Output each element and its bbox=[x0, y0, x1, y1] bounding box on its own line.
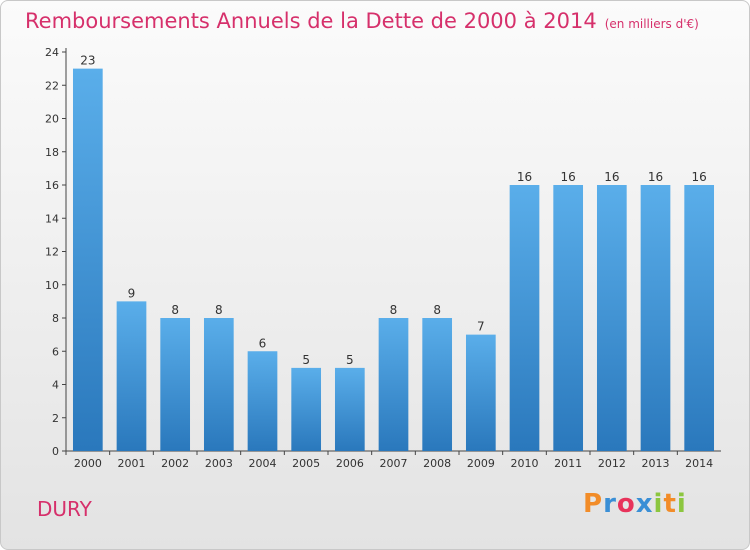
bar-2010 bbox=[509, 185, 540, 451]
proxiti-logo: Proxiti bbox=[583, 489, 687, 519]
brand-letter: i bbox=[653, 489, 664, 519]
bar-2002 bbox=[160, 318, 191, 451]
value-label-2013: 16 bbox=[648, 170, 663, 184]
value-label-2010: 16 bbox=[517, 170, 532, 184]
bar-2008 bbox=[422, 318, 453, 451]
bar-2007 bbox=[378, 318, 409, 451]
y-tick-label: 4 bbox=[52, 379, 59, 392]
bar-2006 bbox=[334, 367, 365, 451]
bar-2000 bbox=[72, 68, 103, 451]
x-tick-label-2005: 2005 bbox=[292, 457, 320, 470]
value-label-2000: 23 bbox=[80, 54, 95, 68]
x-tick-label-2000: 2000 bbox=[74, 457, 102, 470]
y-tick-label: 20 bbox=[45, 113, 59, 126]
y-tick-label: 8 bbox=[52, 312, 59, 325]
y-tick-label: 24 bbox=[45, 46, 59, 59]
value-label-2002: 8 bbox=[171, 303, 179, 317]
x-tick-label-2002: 2002 bbox=[161, 457, 189, 470]
bar-2004 bbox=[247, 351, 278, 451]
value-label-2008: 8 bbox=[433, 303, 441, 317]
y-tick-label: 6 bbox=[52, 345, 59, 358]
bar-2012 bbox=[596, 185, 627, 451]
chart-title: Remboursements Annuels de la Dette de 20… bbox=[25, 9, 699, 33]
x-tick-label-2008: 2008 bbox=[423, 457, 451, 470]
bar-2005 bbox=[291, 367, 322, 451]
value-label-2007: 8 bbox=[390, 303, 398, 317]
x-tick-label-2009: 2009 bbox=[467, 457, 495, 470]
x-tick-label-2006: 2006 bbox=[336, 457, 364, 470]
chart-value-labels: 23 9 8 8 6 5 5 8 8 7 16 16 16 16 16 bbox=[80, 54, 707, 367]
bar-2003 bbox=[203, 318, 234, 451]
value-label-2004: 6 bbox=[259, 336, 267, 350]
brand-letter: x bbox=[635, 489, 654, 519]
brand-letter: P bbox=[583, 489, 604, 519]
x-tick-label-2012: 2012 bbox=[598, 457, 626, 470]
bar-2001 bbox=[116, 301, 147, 451]
bar-2011 bbox=[553, 185, 584, 451]
y-tick-label: 0 bbox=[52, 445, 59, 458]
value-label-2001: 9 bbox=[128, 286, 136, 300]
y-tick-label: 10 bbox=[45, 279, 59, 292]
y-tick-label: 16 bbox=[45, 179, 59, 192]
x-tick-label-2001: 2001 bbox=[118, 457, 146, 470]
value-label-2012: 16 bbox=[604, 170, 619, 184]
value-label-2006: 5 bbox=[346, 353, 354, 367]
x-tick-label-2013: 2013 bbox=[642, 457, 670, 470]
x-tick-label-2014: 2014 bbox=[685, 457, 713, 470]
chart-bars bbox=[72, 68, 715, 451]
value-label-2005: 5 bbox=[302, 353, 310, 367]
value-label-2009: 7 bbox=[477, 320, 485, 334]
brand-letter: i bbox=[676, 489, 687, 519]
commune-name: DURY bbox=[37, 497, 92, 521]
chart-title-text: Remboursements Annuels de la Dette de 20… bbox=[25, 9, 597, 33]
x-tick-label-2010: 2010 bbox=[511, 457, 539, 470]
brand-letter: t bbox=[663, 489, 677, 519]
x-tick-label-2004: 2004 bbox=[249, 457, 277, 470]
chart-unit: (en milliers d'€) bbox=[604, 17, 699, 31]
y-tick-label: 2 bbox=[52, 412, 59, 425]
value-label-2011: 16 bbox=[561, 170, 576, 184]
value-label-2003: 8 bbox=[215, 303, 223, 317]
y-tick-label: 14 bbox=[45, 212, 59, 225]
brand-letter: r bbox=[603, 489, 617, 519]
y-tick-label: 12 bbox=[45, 246, 59, 259]
brand-letter: o bbox=[616, 489, 636, 519]
bar-2013 bbox=[640, 185, 671, 451]
bar-2014 bbox=[684, 185, 715, 451]
x-tick-label-2003: 2003 bbox=[205, 457, 233, 470]
y-tick-label: 22 bbox=[45, 79, 59, 92]
bar-2009 bbox=[465, 334, 496, 451]
y-tick-label: 18 bbox=[45, 146, 59, 159]
x-tick-label-2011: 2011 bbox=[554, 457, 582, 470]
value-label-2014: 16 bbox=[692, 170, 707, 184]
x-tick-label-2007: 2007 bbox=[380, 457, 408, 470]
